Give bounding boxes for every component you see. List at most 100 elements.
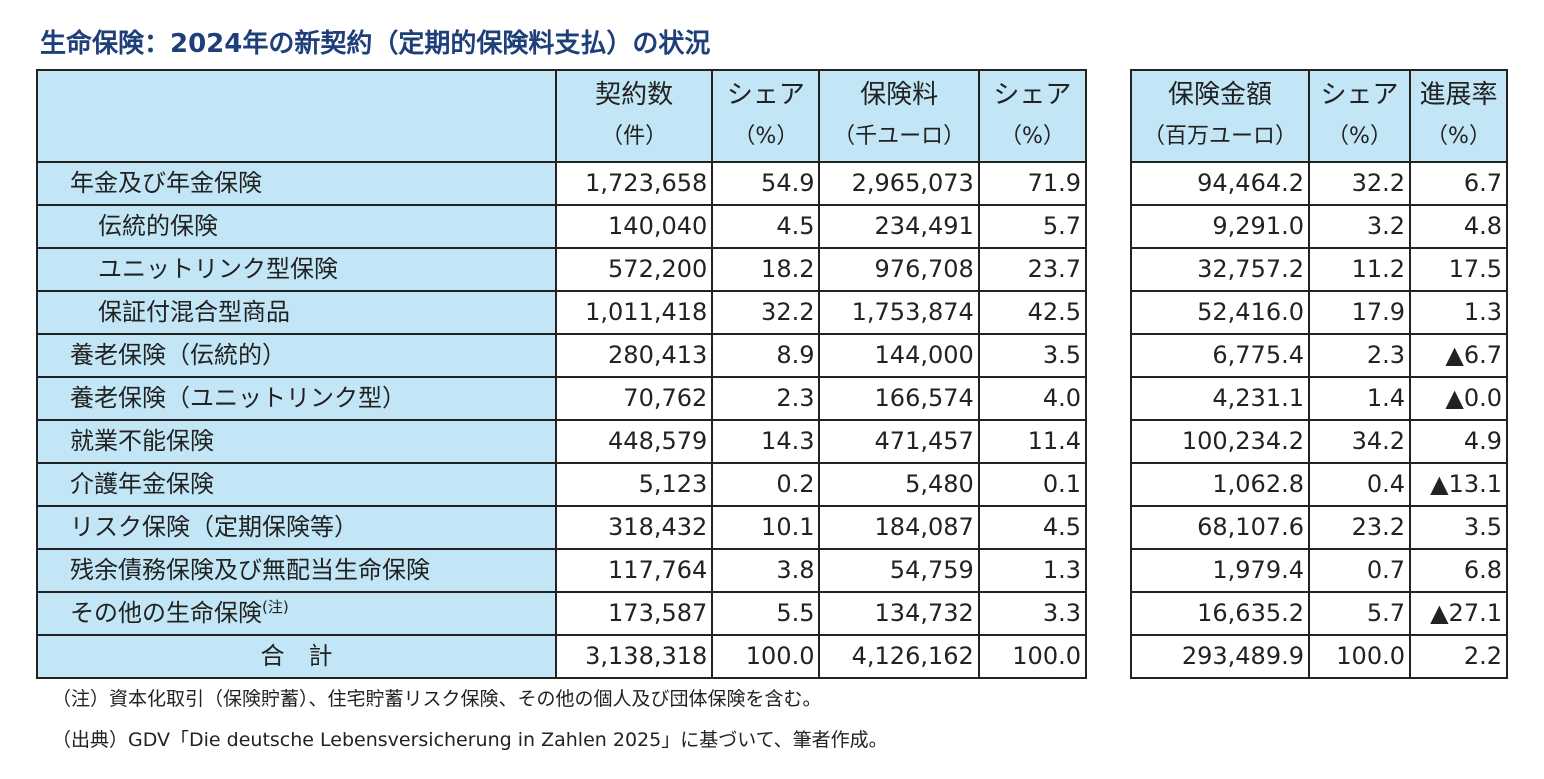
cell-sum_insured: 4,231.1	[1130, 376, 1310, 421]
cell-contracts: 3,138,318	[554, 634, 714, 679]
row-label-text: 年金及び年金保険	[70, 169, 262, 197]
table-row: 1,062.8 0.4 ▲13.1	[1130, 462, 1508, 507]
cell-share2: 11.4	[977, 419, 1088, 464]
table-row: 293,489.9 100.0 2.2	[1130, 634, 1508, 679]
cell-growth: ▲6.7	[1409, 333, 1508, 378]
cell-growth: 4.8	[1409, 204, 1508, 249]
header-unit: （%）	[733, 124, 799, 149]
header-label: 契約数	[595, 80, 674, 110]
row-label: 養老保険（ユニットリンク型）	[36, 376, 557, 421]
cell-share1: 2.3	[711, 376, 821, 421]
cell-sum_insured: 293,489.9	[1130, 634, 1310, 679]
cell-premium: 5,480	[818, 462, 980, 507]
cell-premium: 134,732	[818, 591, 980, 636]
row-label: 合 計	[36, 634, 557, 679]
cell-share3: 3.2	[1308, 204, 1411, 249]
table-row: 残余債務保険及び無配当生命保険 117,764 3.8 54,759 1.3	[36, 548, 1088, 593]
table-row: 合 計 3,138,318 100.0 4,126,162 100.0	[36, 634, 1088, 679]
row-label-text: 就業不能保険	[70, 427, 214, 455]
cell-sum_insured: 100,234.2	[1130, 419, 1310, 464]
cell-share3: 2.3	[1308, 333, 1411, 378]
cell-premium: 144,000	[818, 333, 980, 378]
cell-contracts: 5,123	[554, 462, 714, 507]
row-label: その他の生命保険(注)	[36, 591, 557, 636]
column-header: シェア （%）	[1308, 69, 1411, 163]
header-label: シェア	[993, 80, 1072, 110]
table-row: 1,979.4 0.7 6.8	[1130, 548, 1508, 593]
cell-growth: 1.3	[1409, 290, 1508, 335]
cell-share2: 3.5	[977, 333, 1088, 378]
cell-premium: 54,759	[818, 548, 980, 593]
table-row: ユニットリンク型保険 572,200 18.2 976,708 23.7	[36, 247, 1088, 292]
cell-premium: 184,087	[818, 505, 980, 550]
column-header: 契約数 （件）	[554, 69, 714, 163]
header-row: 保険金額 （百万ユーロ） シェア （%） 進展率 （%）	[1130, 69, 1508, 163]
cell-premium: 166,574	[818, 376, 980, 421]
header-unit: （千ユーロ）	[833, 124, 966, 149]
cell-share1: 0.2	[711, 462, 821, 507]
table-row: 介護年金保険 5,123 0.2 5,480 0.1	[36, 462, 1088, 507]
cell-share3: 32.2	[1308, 161, 1411, 206]
cell-premium: 976,708	[818, 247, 980, 292]
row-label-text: 介護年金保険	[70, 470, 214, 498]
table-row: 年金及び年金保険 1,723,658 54.9 2,965,073 71.9	[36, 161, 1088, 206]
column-header: シェア （%）	[977, 69, 1088, 163]
cell-contracts: 173,587	[554, 591, 714, 636]
cell-contracts: 117,764	[554, 548, 714, 593]
header-row: 契約数 （件） シェア （%） 保険料 （千ユーロ） シェア （%）	[36, 69, 1088, 163]
header-label: シェア	[1320, 80, 1399, 110]
cell-share1: 54.9	[711, 161, 821, 206]
cell-growth: 2.2	[1409, 634, 1508, 679]
right-data-table: 保険金額 （百万ユーロ） シェア （%） 進展率 （%） 94,464.2 32.2 6.7 9,…	[1130, 69, 1508, 679]
cell-sum_insured: 68,107.6	[1130, 505, 1310, 550]
row-label-text: 合 計	[260, 642, 333, 670]
cell-share1: 10.1	[711, 505, 821, 550]
cell-sum_insured: 94,464.2	[1130, 161, 1310, 206]
cell-premium: 2,965,073	[818, 161, 980, 206]
cell-contracts: 70,762	[554, 376, 714, 421]
cell-share3: 100.0	[1308, 634, 1411, 679]
cell-share1: 8.9	[711, 333, 821, 378]
cell-contracts: 140,040	[554, 204, 714, 249]
cell-contracts: 1,723,658	[554, 161, 714, 206]
column-header: 保険金額 （百万ユーロ）	[1130, 69, 1310, 163]
footnote-marker: (注)	[262, 598, 289, 616]
row-label: 介護年金保険	[36, 462, 557, 507]
cell-share1: 4.5	[711, 204, 821, 249]
row-label-text: ユニットリンク型保険	[98, 255, 338, 283]
table-row: 94,464.2 32.2 6.7	[1130, 161, 1508, 206]
cell-share3: 0.7	[1308, 548, 1411, 593]
header-label: 保険金額	[1167, 80, 1272, 110]
column-header: 進展率 （%）	[1409, 69, 1508, 163]
cell-sum_insured: 9,291.0	[1130, 204, 1310, 249]
cell-growth: 17.5	[1409, 247, 1508, 292]
cell-sum_insured: 16,635.2	[1130, 591, 1310, 636]
cell-premium: 234,491	[818, 204, 980, 249]
cell-share1: 14.3	[711, 419, 821, 464]
cell-share1: 18.2	[711, 247, 821, 292]
table-row: その他の生命保険(注) 173,587 5.5 134,732 3.3	[36, 591, 1088, 636]
row-label: 伝統的保険	[36, 204, 557, 249]
source-note: （出典）GDV「Die deutsche Lebensversicherung …	[52, 729, 888, 751]
cell-share1: 100.0	[711, 634, 821, 679]
cell-share3: 23.2	[1308, 505, 1411, 550]
header-label: 保険料	[860, 80, 939, 110]
table-row: 16,635.2 5.7 ▲27.1	[1130, 591, 1508, 636]
column-header: シェア （%）	[711, 69, 821, 163]
row-label-text: その他の生命保険	[70, 599, 262, 627]
cell-share2: 23.7	[977, 247, 1088, 292]
row-label: 残余債務保険及び無配当生命保険	[36, 548, 557, 593]
row-label-text: 養老保険（伝統的）	[70, 341, 286, 369]
row-label: 就業不能保険	[36, 419, 557, 464]
cell-share2: 4.0	[977, 376, 1088, 421]
row-label: ユニットリンク型保険	[36, 247, 557, 292]
left-data-table: 契約数 （件） シェア （%） 保険料 （千ユーロ） シェア （%） 年金及び年金保険 1,723…	[36, 69, 1088, 679]
cell-share3: 34.2	[1308, 419, 1411, 464]
page-title: 生命保険：2024年の新契約（定期的保険料支払）の状況	[40, 29, 711, 59]
cell-sum_insured: 32,757.2	[1130, 247, 1310, 292]
table-row: 養老保険（伝統的） 280,413 8.9 144,000 3.5	[36, 333, 1088, 378]
cell-share2: 42.5	[977, 290, 1088, 335]
table-row: 6,775.4 2.3 ▲6.7	[1130, 333, 1508, 378]
cell-premium: 4,126,162	[818, 634, 980, 679]
cell-contracts: 448,579	[554, 419, 714, 464]
